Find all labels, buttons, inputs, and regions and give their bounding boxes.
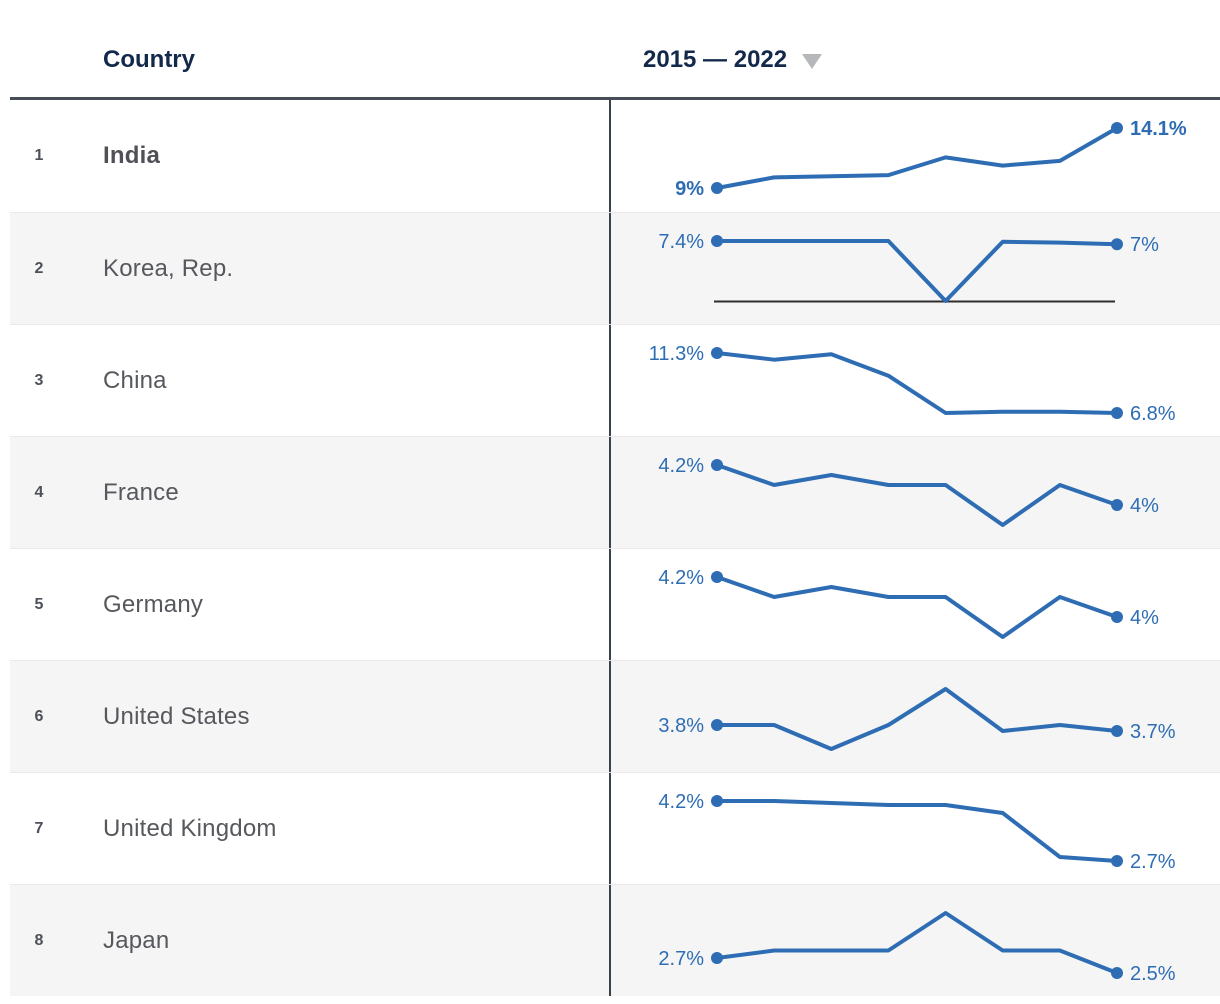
end-point-dot: [1111, 122, 1123, 134]
start-value-label: 11.3%: [649, 343, 704, 365]
rank-number: 6: [34, 707, 44, 725]
start-value-label: 4.2%: [658, 791, 704, 813]
end-point-dot: [1111, 725, 1123, 737]
country-name: United Kingdom: [103, 814, 277, 842]
rank-number: 8: [34, 931, 44, 949]
end-value-label: 14.1%: [1130, 118, 1187, 140]
country-name: Korea, Rep.: [103, 254, 234, 282]
trend-line: [715, 911, 1119, 975]
table-header: Country 2015 — 2022: [10, 0, 1220, 100]
table-row[interactable]: 6 United States 3.8% 3.7%: [10, 660, 1220, 772]
trend-line: [715, 575, 1119, 639]
sparkline-chart: 4.2% 2.7%: [658, 791, 1176, 873]
rank-number: 3: [34, 371, 44, 389]
rank-number: 7: [34, 819, 44, 837]
country-name: Japan: [103, 926, 170, 954]
start-point-dot: [711, 459, 723, 471]
start-point-dot: [711, 795, 723, 807]
rank-number: 2: [34, 259, 44, 277]
sparkline-chart: 7.4% 7%: [658, 231, 1159, 303]
end-value-label: 3.7%: [1130, 721, 1176, 743]
table-row[interactable]: 5 Germany 4.2% 4%: [10, 548, 1220, 660]
country-name: Germany: [103, 590, 204, 618]
rank-number: 5: [34, 595, 44, 613]
trend-line: [715, 463, 1119, 527]
trend-cell: 7.4% 7%: [609, 213, 1220, 324]
trend-line: [715, 126, 1119, 190]
start-point-dot: [711, 235, 723, 247]
end-point-dot: [1111, 238, 1123, 251]
end-point-dot: [1111, 499, 1123, 511]
column-header-period[interactable]: 2015 — 2022: [643, 45, 823, 74]
trend-line: [715, 687, 1119, 751]
trend-cell: 3.8% 3.7%: [609, 661, 1220, 772]
country-cell: 6 United States: [10, 661, 609, 772]
sparkline-chart: 4.2% 4%: [658, 455, 1159, 527]
start-point-dot: [711, 182, 723, 194]
trend-line: [715, 351, 1119, 415]
rank-number: 4: [34, 483, 44, 501]
end-value-label: 2.7%: [1130, 851, 1176, 873]
table-row[interactable]: 3 China 11.3% 6.8%: [10, 324, 1220, 436]
start-point-dot: [711, 571, 723, 583]
trend-cell: 4.2% 2.7%: [609, 773, 1220, 884]
country-name: France: [103, 478, 179, 506]
end-point-dot: [1111, 855, 1123, 867]
table-body: 1 India 9% 14.1% 2 Korea, Rep. 7.4% 7% 3 C…: [10, 100, 1220, 996]
country-name: India: [103, 142, 161, 169]
start-value-label: 4.2%: [658, 567, 704, 589]
table-row[interactable]: 8 Japan 2.7% 2.5%: [10, 884, 1220, 996]
country-trend-table: Country 2015 — 2022 1 India 9% 14.1% 2 Ko…: [10, 0, 1220, 996]
country-cell: 5 Germany: [10, 549, 609, 660]
sparkline-chart: 2.7% 2.5%: [658, 911, 1176, 985]
start-value-label: 7.4%: [658, 231, 704, 253]
end-value-label: 4%: [1130, 495, 1159, 517]
end-value-label: 4%: [1130, 607, 1159, 629]
trend-cell: 2.7% 2.5%: [609, 885, 1220, 996]
trend-cell: 4.2% 4%: [609, 437, 1220, 548]
table-row[interactable]: 1 India 9% 14.1%: [10, 100, 1220, 212]
table-row[interactable]: 2 Korea, Rep. 7.4% 7%: [10, 212, 1220, 324]
end-point-dot: [1111, 407, 1123, 419]
trend-cell: 11.3% 6.8%: [609, 325, 1220, 436]
country-cell: 4 France: [10, 437, 609, 548]
sort-descending-icon[interactable]: [802, 53, 823, 69]
end-value-label: 2.5%: [1130, 963, 1176, 985]
end-value-label: 7%: [1130, 234, 1159, 256]
rank-number: 1: [34, 147, 44, 164]
sparkline-chart: 11.3% 6.8%: [649, 343, 1176, 425]
country-cell: 3 China: [10, 325, 609, 436]
country-name: United States: [103, 702, 250, 730]
table-row[interactable]: 7 United Kingdom 4.2% 2.7%: [10, 772, 1220, 884]
trend-line: [715, 239, 1119, 303]
start-point-dot: [711, 347, 723, 359]
country-cell: 8 Japan: [10, 885, 609, 996]
country-cell: 1 India: [10, 100, 609, 212]
country-name: China: [103, 366, 167, 394]
start-value-label: 3.8%: [658, 715, 704, 737]
sparkline-chart: 3.8% 3.7%: [658, 687, 1176, 751]
column-header-country[interactable]: Country: [103, 45, 195, 73]
start-point-dot: [711, 952, 723, 964]
start-value-label: 2.7%: [658, 948, 704, 970]
sparkline-chart: 9% 14.1%: [675, 118, 1187, 200]
end-point-dot: [1111, 611, 1123, 623]
end-point-dot: [1111, 967, 1123, 979]
start-point-dot: [711, 719, 723, 731]
country-cell: 2 Korea, Rep.: [10, 213, 609, 324]
table-row[interactable]: 4 France 4.2% 4%: [10, 436, 1220, 548]
sparkline-chart: 4.2% 4%: [658, 567, 1159, 639]
country-cell: 7 United Kingdom: [10, 773, 609, 884]
trend-cell: 4.2% 4%: [609, 549, 1220, 660]
start-value-label: 4.2%: [658, 455, 704, 477]
trend-cell: 9% 14.1%: [609, 100, 1220, 212]
trend-line: [715, 799, 1119, 863]
start-value-label: 9%: [675, 178, 704, 200]
end-value-label: 6.8%: [1130, 403, 1176, 425]
period-label: 2015 — 2022: [643, 45, 788, 73]
